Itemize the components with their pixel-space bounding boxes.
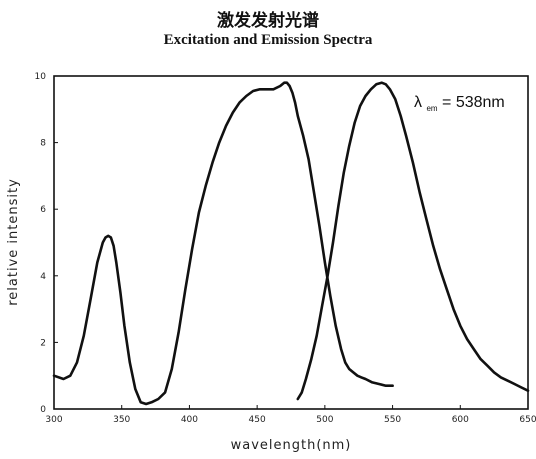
- x-tick-label: 400: [181, 415, 198, 425]
- emission-wavelength-annotation: λ em = 538nm: [414, 94, 505, 115]
- lambda-subscript: em: [426, 104, 437, 113]
- chart-title: Excitation and Emission Spectra: [163, 32, 373, 48]
- y-tick-label: 0: [40, 405, 46, 415]
- chart-title-chinese: 激发发射光谱: [217, 11, 319, 31]
- y-tick-label: 8: [40, 139, 46, 149]
- x-tick-label: 450: [249, 415, 266, 425]
- excitation-curve: [52, 81, 394, 406]
- y-tick-label: 4: [40, 272, 46, 282]
- y-tick-label: 6: [40, 205, 46, 215]
- lambda-symbol: λ: [414, 94, 422, 111]
- x-tick-label: 650: [519, 415, 536, 425]
- axis-ticks: [53, 75, 529, 410]
- x-tick-label: 600: [452, 415, 469, 425]
- x-axis-label: wavelength(nm): [231, 438, 352, 453]
- x-tick-label: 350: [113, 415, 130, 425]
- plot-frame: [53, 75, 529, 410]
- x-tick-label: 300: [45, 415, 62, 425]
- y-axis-label: relative intensity: [6, 178, 21, 306]
- y-tick-labels: 0 2 4 6 8 10: [35, 72, 47, 415]
- x-tick-label: 550: [384, 415, 401, 425]
- x-tick-label: 500: [316, 415, 333, 425]
- emission-curve: [296, 81, 530, 401]
- y-tick-label: 2: [40, 338, 46, 348]
- y-tick-label: 10: [35, 72, 47, 82]
- annotation-value: = 538nm: [442, 94, 505, 111]
- x-tick-labels: 300 350 400 450 500 550 600 650: [45, 415, 536, 425]
- series-group: [52, 81, 530, 406]
